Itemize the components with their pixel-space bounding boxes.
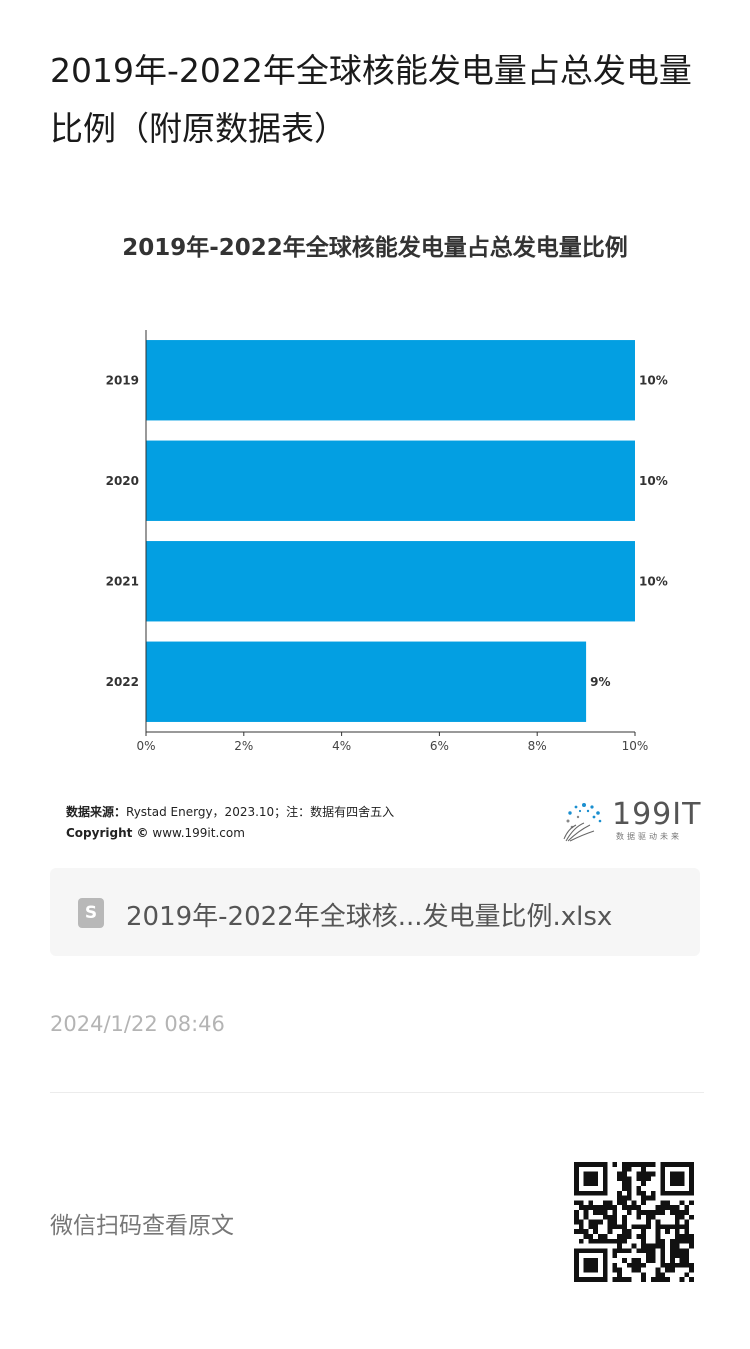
logo-text: 199IT bbox=[612, 797, 702, 832]
x-tick-label-1: 2% bbox=[234, 739, 253, 753]
x-tick-label-2: 4% bbox=[332, 739, 351, 753]
bar-2020 bbox=[146, 440, 635, 521]
source-note: 数据来源：Rystad Energy，2023.10；注：数据有四舍五入 Cop… bbox=[66, 802, 394, 844]
divider bbox=[50, 1092, 704, 1093]
bar-chart: 2019 10% 2020 10% 2021 10% 2022 9% 0% 2% 4% 6% 8% 10% bbox=[106, 330, 668, 753]
qr-caption: 微信扫码查看原文 bbox=[50, 1213, 234, 1239]
spreadsheet-icon: S bbox=[78, 898, 104, 928]
bar-2019 bbox=[146, 340, 635, 421]
x-tick-label-5: 10% bbox=[622, 739, 649, 753]
copyright-link[interactable]: www.199it.com bbox=[152, 826, 245, 840]
attachment-file-name[interactable]: 2019年-2022年全球核...发电量比例.xlsx bbox=[126, 902, 613, 932]
dandelion-icon bbox=[563, 803, 602, 842]
y-tick-label-2020: 2020 bbox=[106, 474, 139, 488]
x-tick-label-4: 8% bbox=[528, 739, 547, 753]
x-tick-label-0: 0% bbox=[136, 739, 155, 753]
chart-title: 2019年-2022年全球核能发电量占总发电量比例 bbox=[122, 235, 628, 261]
data-label-2019: 10% bbox=[639, 373, 668, 387]
y-tick-label-2019: 2019 bbox=[106, 373, 139, 387]
data-label-2021: 10% bbox=[639, 574, 668, 588]
qr-code[interactable] bbox=[574, 1162, 694, 1282]
bar-2021 bbox=[146, 541, 635, 622]
bar-2022 bbox=[146, 641, 587, 722]
attachment-card[interactable]: S 2019年-2022年全球核...发电量比例.xlsx bbox=[50, 868, 700, 956]
logo-tagline: 数据驱动未来 bbox=[616, 832, 682, 841]
data-label-2022: 9% bbox=[590, 675, 610, 689]
data-label-2020: 10% bbox=[639, 474, 668, 488]
publish-timestamp: 2024/1/22 08:46 bbox=[50, 1012, 225, 1036]
source-label: 数据来源： bbox=[66, 805, 127, 819]
y-tick-label-2022: 2022 bbox=[106, 675, 139, 689]
copyright-label: Copyright © bbox=[66, 826, 149, 840]
brand-logo: 199IT 数据驱动未来 bbox=[560, 795, 700, 845]
y-tick-label-2021: 2021 bbox=[106, 574, 139, 588]
x-tick-label-3: 6% bbox=[430, 739, 449, 753]
source-text: Rystad Energy，2023.10；注：数据有四舍五入 bbox=[126, 805, 395, 819]
page-title: 2019年-2022年全球核能发电量占总发电量比例（附原数据表） bbox=[50, 51, 692, 148]
